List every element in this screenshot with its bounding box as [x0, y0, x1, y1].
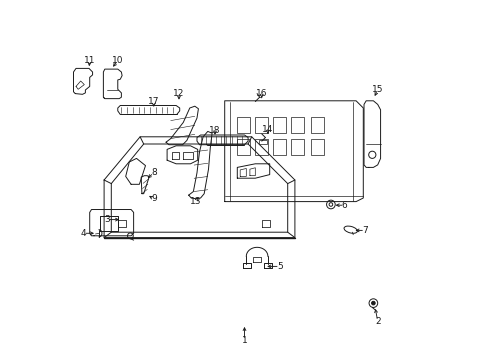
- Text: 16: 16: [256, 89, 267, 98]
- Circle shape: [371, 301, 374, 305]
- Text: 9: 9: [151, 194, 156, 203]
- Text: 11: 11: [84, 56, 95, 65]
- Text: 17: 17: [148, 97, 159, 106]
- Text: 7: 7: [362, 226, 367, 235]
- Text: 1: 1: [241, 336, 247, 345]
- Text: 12: 12: [173, 89, 184, 98]
- Text: 3: 3: [104, 215, 110, 224]
- Text: 2: 2: [374, 317, 380, 325]
- Text: 18: 18: [209, 126, 220, 135]
- Text: 14: 14: [262, 125, 273, 134]
- Text: 8: 8: [151, 168, 156, 177]
- Text: 10: 10: [112, 56, 123, 65]
- Text: 6: 6: [341, 201, 347, 210]
- Text: 4: 4: [80, 229, 86, 238]
- Text: 13: 13: [190, 197, 201, 206]
- Text: 5: 5: [276, 262, 282, 271]
- Text: 15: 15: [371, 85, 383, 94]
